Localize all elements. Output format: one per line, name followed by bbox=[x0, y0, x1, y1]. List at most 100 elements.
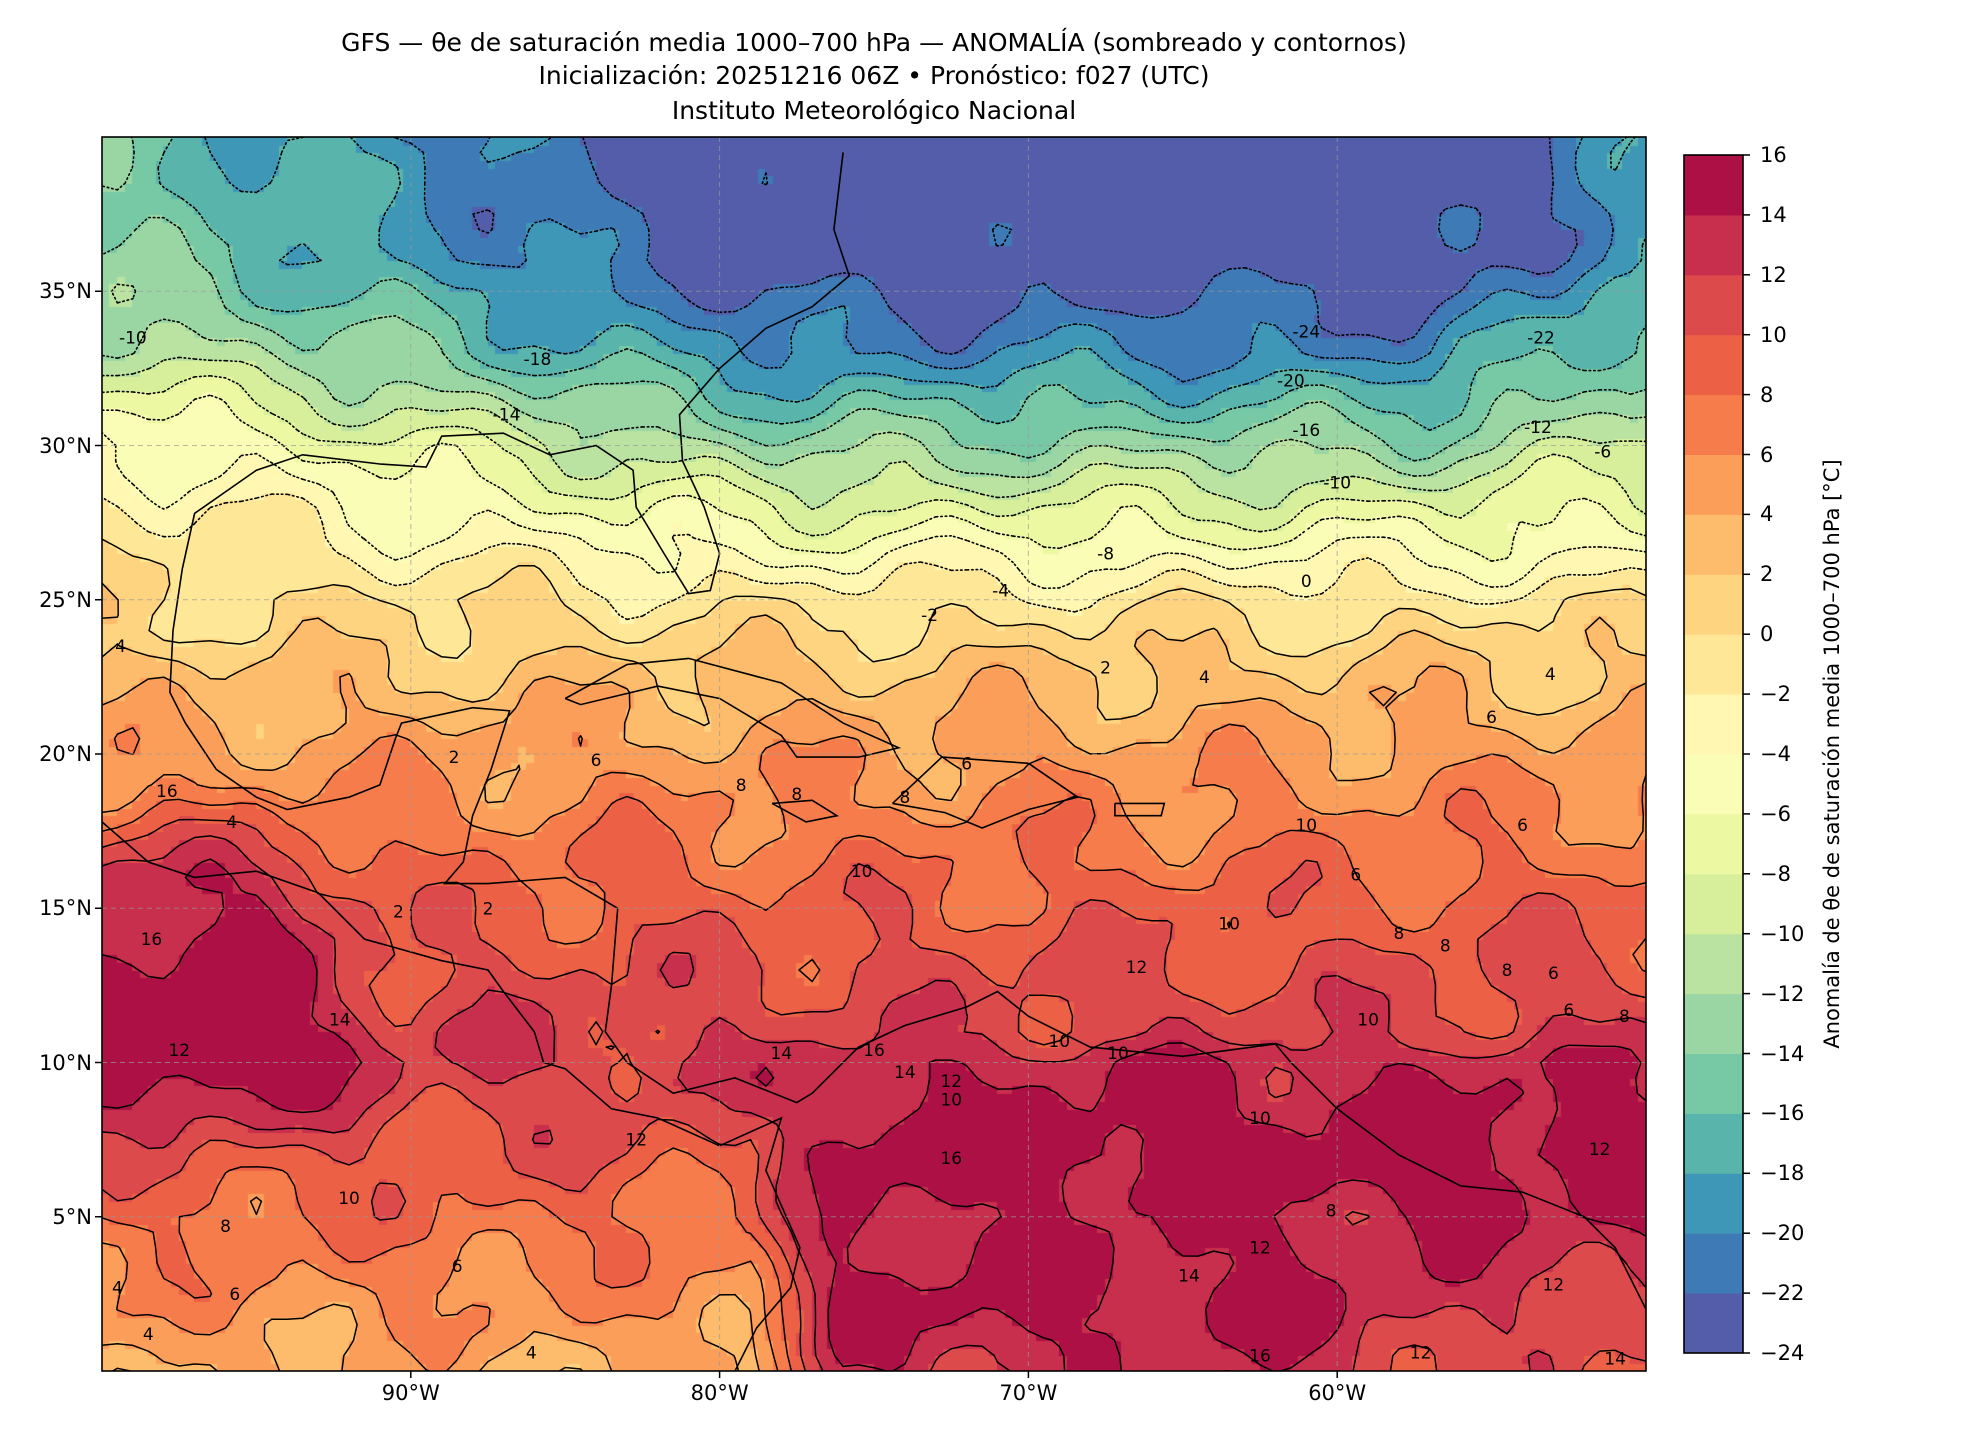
contour-label: 8 bbox=[1394, 924, 1405, 944]
colorbar-segment bbox=[1684, 993, 1743, 1054]
contour-label: 10 bbox=[1048, 1032, 1070, 1052]
contour-label: 8 bbox=[791, 785, 802, 805]
colorbar-segment bbox=[1684, 754, 1743, 815]
contour-line-10 bbox=[102, 818, 1646, 1371]
contour-line-6 bbox=[102, 723, 1646, 1371]
contour-label: 14 bbox=[894, 1063, 916, 1083]
colorbar-tick-label: 16 bbox=[1760, 143, 1787, 167]
contour-label: 6 bbox=[591, 751, 602, 771]
contour-label: -10 bbox=[1323, 474, 1351, 494]
contour-label: -16 bbox=[1292, 421, 1320, 441]
contour-label: 8 bbox=[220, 1217, 231, 1237]
contour-label: 4 bbox=[1545, 665, 1556, 685]
contour-label: 8 bbox=[899, 788, 910, 808]
contour-label: 12 bbox=[1126, 958, 1148, 978]
chart-subtitle-init: Inicialización: 20251216 06Z • Pronóstic… bbox=[538, 61, 1210, 90]
contour-line--4 bbox=[102, 431, 1646, 590]
colorbar-tick-label: 8 bbox=[1760, 382, 1774, 407]
colorbar-segment bbox=[1684, 274, 1743, 336]
colorbar-segment bbox=[1684, 873, 1743, 935]
contour-label: 2 bbox=[393, 902, 404, 922]
colorbar-segment bbox=[1684, 1233, 1743, 1294]
contour-label: -12 bbox=[1524, 418, 1552, 438]
contour-label: 16 bbox=[863, 1041, 885, 1061]
colorbar-segment bbox=[1684, 1113, 1743, 1174]
colorbar-segment bbox=[1684, 813, 1743, 875]
colorbar-tick-label: 14 bbox=[1760, 202, 1787, 227]
contour-label: 0 bbox=[1301, 572, 1312, 592]
contour-label: 6 bbox=[452, 1257, 463, 1277]
contour-label: 8 bbox=[1502, 961, 1513, 981]
contour-label: 12 bbox=[625, 1131, 647, 1151]
colorbar-tick-label: 4 bbox=[1760, 502, 1774, 527]
contour-line--2 bbox=[102, 493, 1646, 621]
colorbar-segment bbox=[1684, 214, 1743, 276]
contour-label: -2 bbox=[921, 606, 938, 626]
contour-label: 12 bbox=[168, 1041, 190, 1061]
contour-label: 6 bbox=[1350, 865, 1361, 885]
contour-label: -6 bbox=[1594, 443, 1611, 463]
contour-label: -24 bbox=[1292, 322, 1320, 342]
colorbar-segment bbox=[1684, 694, 1743, 755]
contour-line--14 bbox=[102, 137, 1646, 462]
colorbar-tick-label: 6 bbox=[1760, 442, 1774, 467]
contour-line--18 bbox=[204, 137, 1646, 409]
coastline-pacific bbox=[102, 821, 801, 1371]
colorbar-segment bbox=[1684, 514, 1743, 575]
contour-label: 16 bbox=[156, 782, 178, 802]
colorbar-tick-label: −14 bbox=[1760, 1041, 1805, 1066]
contour-line-14 bbox=[102, 858, 1646, 1371]
contour-label: 6 bbox=[961, 754, 972, 774]
contour-label: 12 bbox=[940, 1072, 962, 1092]
contour-label: 4 bbox=[226, 813, 237, 833]
contour-line--16 bbox=[157, 137, 1646, 431]
contour-label: -20 bbox=[1277, 372, 1305, 392]
contour-label: 6 bbox=[229, 1285, 240, 1305]
contour-label: -14 bbox=[493, 406, 521, 426]
coastline-cuba bbox=[564, 657, 902, 758]
contour-label: 2 bbox=[449, 748, 460, 768]
contour-label: 8 bbox=[1440, 936, 1451, 956]
colorbar-tick-label: 0 bbox=[1760, 622, 1774, 647]
colorbar-segment bbox=[1684, 933, 1743, 995]
contour-label: 12 bbox=[1543, 1276, 1565, 1296]
contour-label: 14 bbox=[1604, 1350, 1626, 1370]
chart-subtitle-institution: Instituto Meteorológico Nacional bbox=[671, 96, 1077, 125]
contour-label: -8 bbox=[1097, 544, 1114, 564]
contour-label: 2 bbox=[1100, 659, 1111, 679]
contour-label: 6 bbox=[1548, 964, 1559, 984]
colorbar-tick-label: −16 bbox=[1760, 1101, 1805, 1126]
contour-label: -4 bbox=[992, 581, 1009, 601]
contour-label: 8 bbox=[736, 776, 747, 796]
contour-line--8 bbox=[102, 375, 1646, 537]
contour-label: 10 bbox=[1295, 816, 1317, 836]
colorbar-tick-label: −6 bbox=[1760, 801, 1791, 826]
chart-title: GFS — θe de saturación media 1000–700 hP… bbox=[341, 28, 1407, 57]
contour-label: 16 bbox=[141, 930, 163, 950]
colorbar-tick-label: −18 bbox=[1760, 1161, 1805, 1186]
colorbar-segment bbox=[1684, 155, 1743, 216]
contour-label: 14 bbox=[329, 1010, 351, 1030]
contour-label: 16 bbox=[1249, 1347, 1271, 1367]
contour-label: 4 bbox=[112, 1279, 123, 1299]
contour-label: 10 bbox=[851, 862, 873, 882]
colorbar-segment bbox=[1684, 1293, 1743, 1354]
contour-label: 10 bbox=[1218, 915, 1240, 935]
x-tick-label: 60°W bbox=[1308, 1381, 1367, 1405]
contour-line-12 bbox=[102, 835, 1646, 1371]
coastline-puerto-rico bbox=[1114, 802, 1166, 817]
coastline-north-america bbox=[169, 152, 1646, 1310]
contour-label: 10 bbox=[940, 1091, 962, 1111]
contour-label: 12 bbox=[1249, 1239, 1271, 1259]
colorbar-segment bbox=[1684, 454, 1743, 515]
colorbar-tick-label: −12 bbox=[1760, 981, 1805, 1006]
contour-label: 4 bbox=[143, 1325, 154, 1345]
colorbar-tick-label: 12 bbox=[1760, 262, 1787, 287]
colorbar-tick-label: −22 bbox=[1760, 1281, 1805, 1306]
coastline-jamaica bbox=[771, 799, 840, 823]
contour-label: 14 bbox=[1178, 1266, 1200, 1286]
y-tick-label: 35°N bbox=[39, 279, 92, 304]
contour-label: 10 bbox=[1249, 1109, 1271, 1129]
contour-label: 2 bbox=[483, 899, 494, 919]
